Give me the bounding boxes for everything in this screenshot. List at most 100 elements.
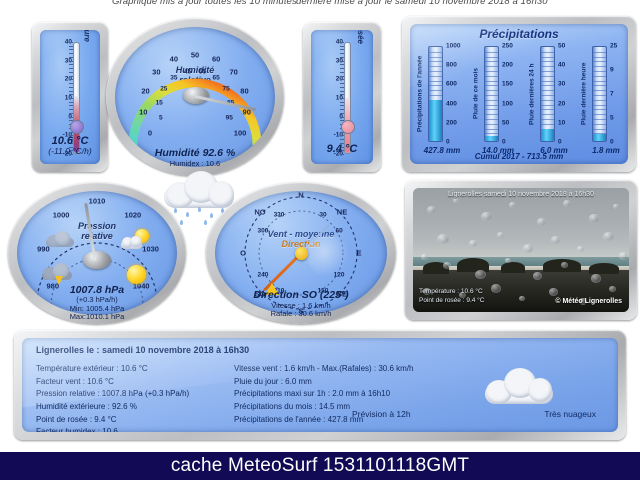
humidity-tick-label: 90 [242,107,251,117]
webcam-raindrop [497,232,504,238]
precipitation-bar[interactable]: Pluie dernières 24 h 50 40 30 20 10 0 6.0 mm [528,43,580,162]
summary-row: Vitesse vent : 1.6 km/h - Max.(Rafales) … [234,364,414,373]
wind-compass-label: NO [254,207,266,217]
thermo-tick-label: -10 [62,131,72,139]
precipitation-bar-tube [484,46,499,142]
thermo-minor-tick [340,68,344,70]
humidity-tick-label: 10 [139,107,148,117]
wind-gauge-face: Vent - moyenne Direction N NE E SE S SO O NO 30 6… [215,191,387,315]
thermo-minor-tick [69,116,73,118]
webcam-temp-line: Température : 10.6 °C [419,288,483,296]
humidity-inner-tick-label: 35 [170,74,178,82]
precipitation-cumul: Cumul 2017 - 713.5 mm [474,152,564,161]
temperature-gauge[interactable]: Température extérieure 40 30 20 10 0 -10 -20 1… [32,22,108,172]
summary-panel[interactable]: Lignerolles le : samedi 10 novembre 2018… [14,330,626,440]
pressure-dial-arc [36,242,158,306]
pressure-max: Max:1010.1 hPa [69,311,125,321]
webcam-raindrop [423,288,431,295]
thermo-tick-label: 40 [335,38,343,46]
webcam-raindrop [533,272,542,280]
pressure-readout: 1007.8 hPa (+0.3 hPa/h) Min: 1005.4 hPa … [8,284,186,321]
thermo-minor-tick [69,68,73,70]
webcam-raindrop [519,296,525,302]
thermo-minor-tick [340,109,344,111]
thermo-tick-label: -10 [333,131,343,139]
thermo-tick-label: 0 [311,113,343,120]
humidity-tick-label: 100 [233,128,247,138]
thermo-minor-tick [340,139,344,141]
thermo-minor-tick [340,150,344,152]
humidity-inner-tick-label: 55 [198,68,207,76]
wind-compass-label: N [298,191,304,200]
webcam-raindrop [563,200,571,207]
wind-inner-label: 330 [273,211,285,219]
pressure-hub [83,251,111,269]
precipitation-panel[interactable]: Précipitations Précipitations de l'année… [402,16,636,172]
precipitation-bar-value: 427.8 mm [423,146,461,155]
precipitation-bar[interactable]: Précipitations de l'année 1000 800 600 400 20… [416,43,468,162]
rain-cloud-symbol [45,231,75,249]
pressure-tick-label: 1040 [132,281,150,291]
webcam-raindrop [453,198,459,204]
thermo-minor-tick [340,86,344,88]
precipitation-scale-label: 0 [558,138,562,146]
thermo-minor-tick [340,71,344,73]
humidity-tick-label: 40 [169,54,179,64]
summary-row: Température extérieur : 10.6 °C [36,364,148,373]
thermo-minor-tick [69,142,73,144]
temperature-gauge-face: Température extérieure 40 30 20 10 0 -10 -20 1… [40,30,100,164]
wind-compass-label: O [240,248,246,258]
webcam-image[interactable]: Lignerolles samedi 10 novembre 2018 à 16… [413,188,629,312]
summary-row: Humidité extérieure : 92.6 % [36,401,137,411]
header-last-update: dernière mise à jour le samedi 10 novemb… [296,0,548,7]
wind-gust-value: Rafale : 30.6 km/h [270,308,332,318]
humidity-inner-tick-label: 45 [183,68,192,76]
wind-compass-label: SO [254,289,266,299]
webcam-raindrop [561,262,568,268]
wind-compass-label: NE [336,207,348,217]
wind-inner-label: 60 [335,227,343,235]
webcam-panel[interactable]: Lignerolles samedi 10 novembre 2018 à 16… [405,180,637,320]
humidity-gauge[interactable]: Humidité relative 0 5 10 15 20 25 30 35 40 45 50 55… [106,18,284,176]
sun-cloud-symbol [121,229,151,249]
precipitation-scale-label: 200 [502,61,513,69]
humidity-tick-label: 60 [211,54,221,64]
precipitation-scale-label: 100 [502,100,513,108]
thermo-minor-tick [340,112,344,114]
pressure-min: Min: 1005.4 hPa [69,303,125,313]
dewpoint-gauge[interactable]: Point de rosée 40 30 20 10 0 -10 -20 9.4 °C [303,22,381,172]
wind-inner-label: 30 [319,211,327,219]
thermo-minor-tick [340,45,344,47]
humidity-inner-tick-label: 65 [212,74,220,82]
pressure-tick-label: 1030 [142,244,159,254]
webcam-raindrop [613,204,619,210]
temperature-readout: 10.6 °C (-11.0 °C/h) [40,135,100,156]
thermo-minor-tick [340,64,344,66]
webcam-raindrop [537,218,546,226]
thermo-minor-tick [69,53,73,55]
thermo-tick-label: 0 [40,113,72,120]
summary-panel-face: Lignerolles le : samedi 10 novembre 2018… [22,338,618,432]
summary-left-column: Température extérieur : 10.6 °C Facteur v… [36,363,189,432]
precipitation-bar-value: 1.8 mm [592,146,620,155]
dewpoint-gauge-title: Point de rosée [356,30,365,44]
pressure-gauge[interactable]: Pression relative 980 990 1000 1010 1020 1030… [8,182,186,324]
thermo-minor-tick [340,135,344,137]
precipitation-bar-fill [429,99,442,141]
wind-gauge[interactable]: Vent - moyenne Direction N NE E SE S SO O NO 30 6… [206,182,396,324]
thermo-tick-label: 30 [335,57,343,65]
thermo-minor-tick [340,53,344,55]
precipitation-scale-label: 0 [502,138,506,146]
thermo-minor-tick [69,131,73,133]
wind-title-line2: Direction [281,239,321,250]
summary-row: Précipitations maxi sur 1h : 2.0 mm à 16… [234,389,391,399]
pressure-tick-label: 1020 [124,210,142,220]
precipitation-bar[interactable]: Pluie de ce mois 250 200 150 100 50 0 14.0 mm [472,43,524,162]
webcam-raindrop [459,292,466,298]
precipitation-bar-label: Précipitations de l'année [416,55,424,133]
precipitation-bar[interactable]: Pluie dernière heure 25 9 7 5 0 1.8 mm [580,43,628,162]
precipitation-bar-fill [485,135,498,141]
precipitation-scale-label: 200 [446,119,457,127]
dewpoint-bulb [340,120,355,134]
webcam-raindrop [443,262,451,269]
